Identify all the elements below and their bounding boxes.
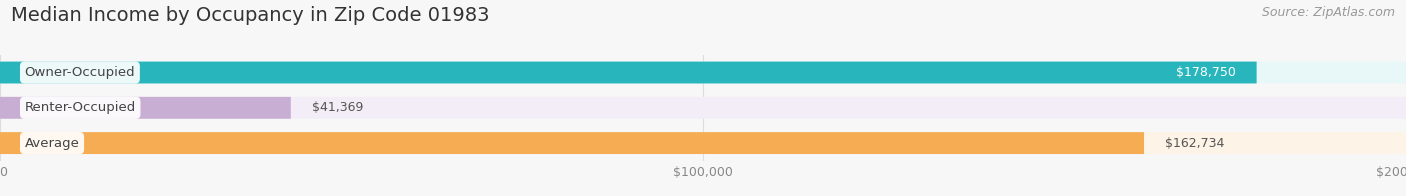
FancyBboxPatch shape (0, 132, 1144, 154)
Text: $162,734: $162,734 (1166, 137, 1225, 150)
Text: Source: ZipAtlas.com: Source: ZipAtlas.com (1261, 6, 1395, 19)
FancyBboxPatch shape (0, 62, 1257, 83)
FancyBboxPatch shape (0, 97, 1406, 119)
Text: $41,369: $41,369 (312, 101, 363, 114)
FancyBboxPatch shape (0, 132, 1406, 154)
FancyBboxPatch shape (0, 62, 1406, 83)
Text: Median Income by Occupancy in Zip Code 01983: Median Income by Occupancy in Zip Code 0… (11, 6, 489, 25)
FancyBboxPatch shape (0, 97, 291, 119)
Text: Average: Average (25, 137, 80, 150)
Text: Owner-Occupied: Owner-Occupied (25, 66, 135, 79)
Text: Renter-Occupied: Renter-Occupied (25, 101, 136, 114)
Text: $178,750: $178,750 (1175, 66, 1236, 79)
